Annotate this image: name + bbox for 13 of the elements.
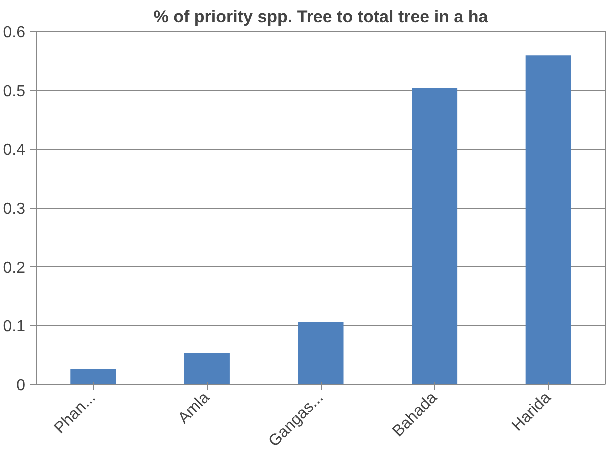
bar: [298, 322, 344, 384]
y-tick-label: 0.5: [3, 83, 26, 100]
y-tick-label: 0.6: [3, 24, 26, 42]
bar: [184, 353, 230, 384]
y-tick-label: 0.3: [3, 201, 26, 218]
bar: [70, 369, 116, 384]
y-tick-label: 0: [16, 378, 26, 394]
chart-title: % of priority spp. Tree to total tree in a ha: [154, 8, 489, 26]
y-tick-label: 0.2: [3, 260, 26, 277]
bar: [526, 56, 572, 384]
y-tick-label: 0.1: [3, 318, 26, 336]
y-tick-label: 0.4: [3, 142, 26, 160]
bar: [412, 88, 458, 384]
